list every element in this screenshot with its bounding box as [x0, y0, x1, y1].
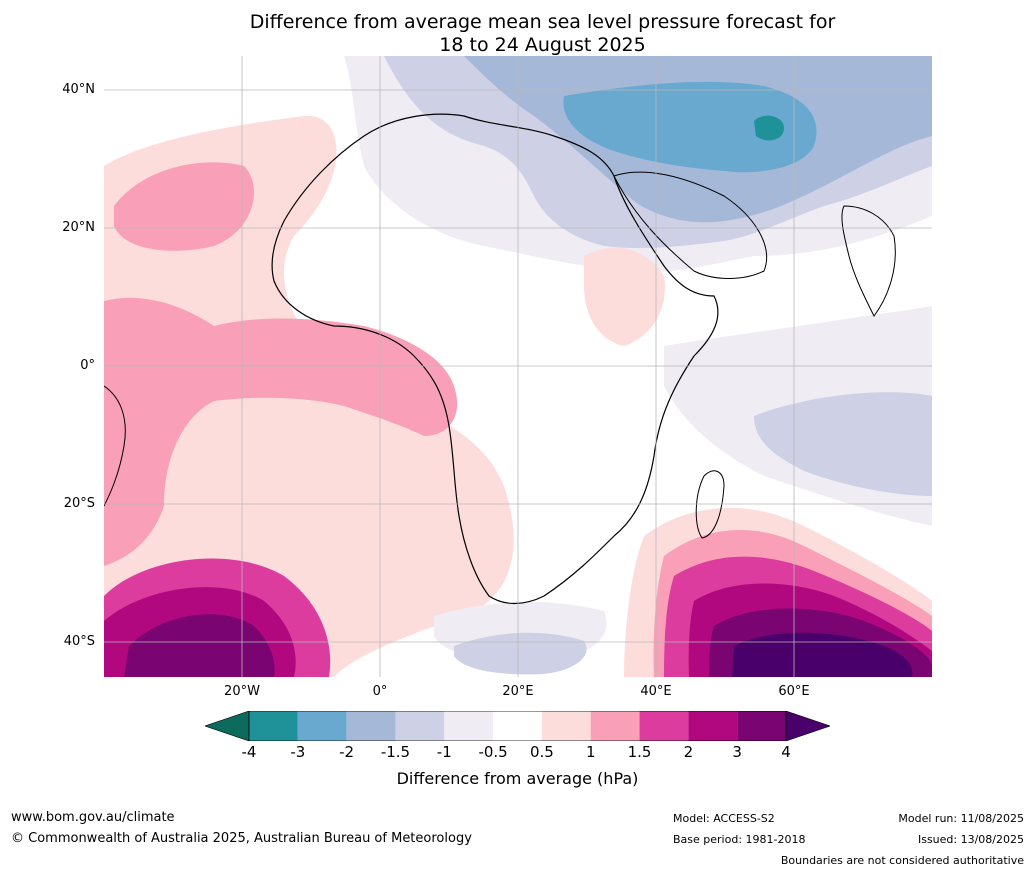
lat-label-20n: 20°N: [62, 220, 95, 235]
colorbar-tick-label: -0.5: [478, 743, 508, 761]
arabia-coastline: [613, 171, 768, 279]
map-title-line1: Difference from average mean sea level p…: [249, 11, 836, 33]
lat-label-40s: 40°S: [63, 634, 95, 649]
lat-label-20s: 20°S: [63, 496, 95, 511]
colorbar-tick-label: -4: [241, 743, 257, 761]
south-indian-positive-core: [732, 632, 913, 677]
colorbar-tick-label: 1.5: [627, 743, 652, 761]
colorbar: [205, 711, 830, 741]
colorbar-tick-label: -1: [436, 743, 452, 761]
colorbar-tick-label: 1: [585, 743, 596, 761]
footer-copyright: © Commonwealth of Australia 2025, Austra…: [11, 831, 472, 846]
lon-label-40e: 40°E: [640, 684, 672, 699]
colorbar-arrow-max: [785, 711, 830, 741]
pressure-anomaly-map: [104, 56, 932, 677]
colorbar-tick-label: -3: [290, 743, 306, 761]
colorbar-segment: [346, 711, 396, 741]
map-title-line2: 18 to 24 August 2025: [439, 34, 646, 56]
colorbar-tick-label: -1.5: [380, 743, 411, 761]
colorbar-tick-label: -2: [339, 743, 355, 761]
south-america-coastline: [104, 385, 126, 507]
iran-negative-peak: [754, 115, 784, 141]
colorbar-segment: [493, 711, 542, 741]
graticule: [104, 56, 932, 677]
horn-positive-region: [584, 247, 665, 346]
colorbar-segment: [590, 711, 640, 741]
colorbar-segment: [541, 711, 591, 741]
lon-label-60e: 60°E: [778, 684, 810, 699]
southwest-atlantic-purple: [124, 614, 275, 677]
colorbar-segment: [688, 711, 738, 741]
lon-label-0: 0°: [372, 684, 388, 699]
colorbar-arrow-min: [205, 711, 250, 741]
footer-model-run: Model run: 11/08/2025: [898, 812, 1024, 825]
india-coastline: [841, 205, 896, 317]
colorbar-tick-label: 4: [781, 743, 791, 761]
south-atlantic-negative-mid: [454, 632, 587, 675]
colorbar-tick-label: 2: [683, 743, 694, 761]
colorbar-segment: [395, 711, 445, 741]
indian-ocean-negative-mid: [754, 392, 932, 496]
colorbar-label: Difference from average (hPa): [396, 769, 639, 788]
colorbar-segment: [297, 711, 347, 741]
colorbar-segment: [444, 711, 494, 741]
colorbar-tick-label: 3: [732, 743, 742, 761]
footer-issued: Issued: 13/08/2025: [917, 833, 1024, 846]
africa-coastline: [271, 113, 719, 605]
madagascar-coastline: [695, 470, 725, 539]
colorbar-segment: [249, 711, 298, 741]
colorbar-tick-label: 0.5: [529, 743, 554, 761]
lat-label-40n: 40°N: [62, 82, 95, 97]
colorbar-segment: [639, 711, 689, 741]
lon-label-20e: 20°E: [502, 684, 534, 699]
footer-base-period: Base period: 1981-2018: [673, 833, 806, 846]
footer-model: Model: ACCESS-S2: [673, 812, 775, 825]
lon-label-20w: 20°W: [224, 684, 260, 699]
footer-website[interactable]: www.bom.gov.au/climate: [11, 810, 175, 825]
colorbar-segment: [737, 711, 786, 741]
footer-disclaimer: Boundaries are not considered authoritat…: [780, 854, 1024, 867]
atlantic-positive-region-pink1: [114, 162, 254, 251]
lat-label-0: 0°: [80, 358, 95, 373]
iran-negative-core: [563, 81, 817, 173]
atlantic-positive-region-pink2: [104, 297, 458, 566]
colorbar-outline: [248, 711, 787, 741]
